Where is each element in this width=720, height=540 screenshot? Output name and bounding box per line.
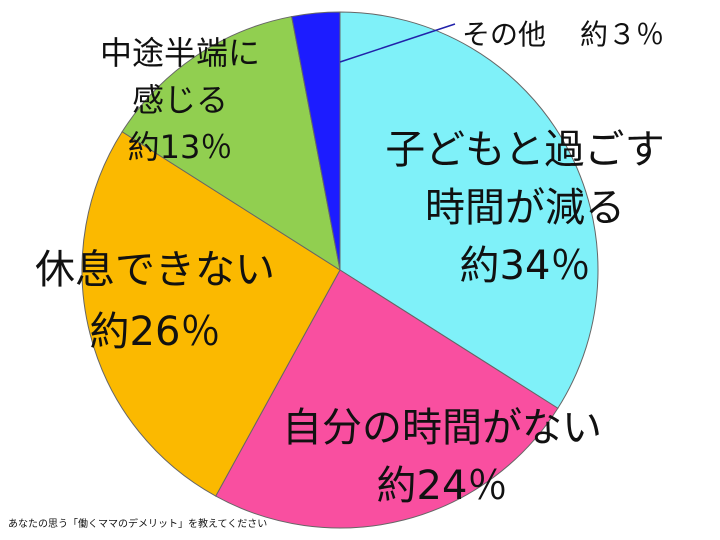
slice-label: 自分の時間がない [282,405,602,451]
pie-slice [339,11,599,409]
value-label: 約３％ [580,18,664,51]
value-label: 約24％ [377,463,508,509]
slice-label: 時間が減る [425,185,625,231]
footnote: あなたの思う「働くママのデメリット」を教えてください [8,517,267,530]
pie-slice [121,15,341,272]
pie-slice [291,11,341,271]
slice-label: 感じる [132,81,228,119]
pie-slice [81,131,341,497]
value-label: 約13％ [128,128,233,166]
slice-label: 中途半端に [100,34,260,72]
slice-label: その他 [462,18,546,51]
value-label: 約34％ [460,243,591,289]
slice-label: 休息できない [35,247,275,293]
pie-slice [215,269,559,529]
leader-line [339,23,456,63]
slice-label: 子どもと過ごす [385,127,665,173]
value-label: 約26％ [90,309,221,355]
